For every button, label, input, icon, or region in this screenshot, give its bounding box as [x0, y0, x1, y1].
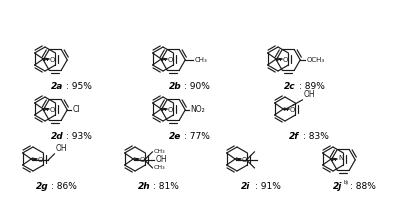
Text: OH: OH: [55, 144, 67, 153]
Text: O: O: [38, 156, 43, 162]
Text: 2e: 2e: [169, 132, 181, 141]
Text: OCH₃: OCH₃: [306, 57, 324, 63]
Text: 2b: 2b: [169, 82, 181, 91]
Text: O: O: [140, 156, 145, 162]
Text: OH: OH: [156, 155, 167, 164]
Text: : 77%: : 77%: [184, 132, 210, 141]
Text: 2i: 2i: [241, 182, 251, 191]
Text: : 95%: : 95%: [66, 82, 92, 91]
Text: b): b): [343, 180, 348, 185]
Text: : 91%: : 91%: [255, 182, 281, 191]
Text: : 89%: : 89%: [299, 82, 325, 91]
Text: 2c: 2c: [284, 82, 296, 91]
Text: CH₃: CH₃: [153, 149, 165, 154]
Text: O: O: [168, 107, 173, 113]
Text: : 83%: : 83%: [303, 132, 329, 141]
Text: : 86%: : 86%: [51, 182, 77, 191]
Text: O: O: [50, 56, 55, 62]
Text: O: O: [50, 107, 55, 113]
Text: 2h: 2h: [138, 182, 150, 191]
Text: : 93%: : 93%: [66, 132, 92, 141]
Text: 2g: 2g: [36, 182, 48, 191]
Text: CH₃: CH₃: [194, 57, 207, 63]
Text: CH₃: CH₃: [153, 165, 165, 170]
Text: O: O: [290, 107, 295, 113]
Text: NO₂: NO₂: [190, 105, 205, 114]
Text: 2d: 2d: [51, 132, 63, 141]
Text: : 90%: : 90%: [184, 82, 210, 91]
Text: 2j: 2j: [333, 182, 343, 191]
Text: O: O: [283, 56, 288, 62]
Text: Cl: Cl: [72, 105, 80, 114]
Text: : 88%: : 88%: [350, 182, 376, 191]
Text: 2f: 2f: [289, 132, 299, 141]
Text: OH: OH: [303, 90, 315, 99]
Text: O: O: [168, 56, 173, 62]
Text: 2a: 2a: [51, 82, 63, 91]
Text: N: N: [338, 155, 343, 161]
Text: : 81%: : 81%: [153, 182, 179, 191]
Text: O: O: [242, 156, 247, 162]
